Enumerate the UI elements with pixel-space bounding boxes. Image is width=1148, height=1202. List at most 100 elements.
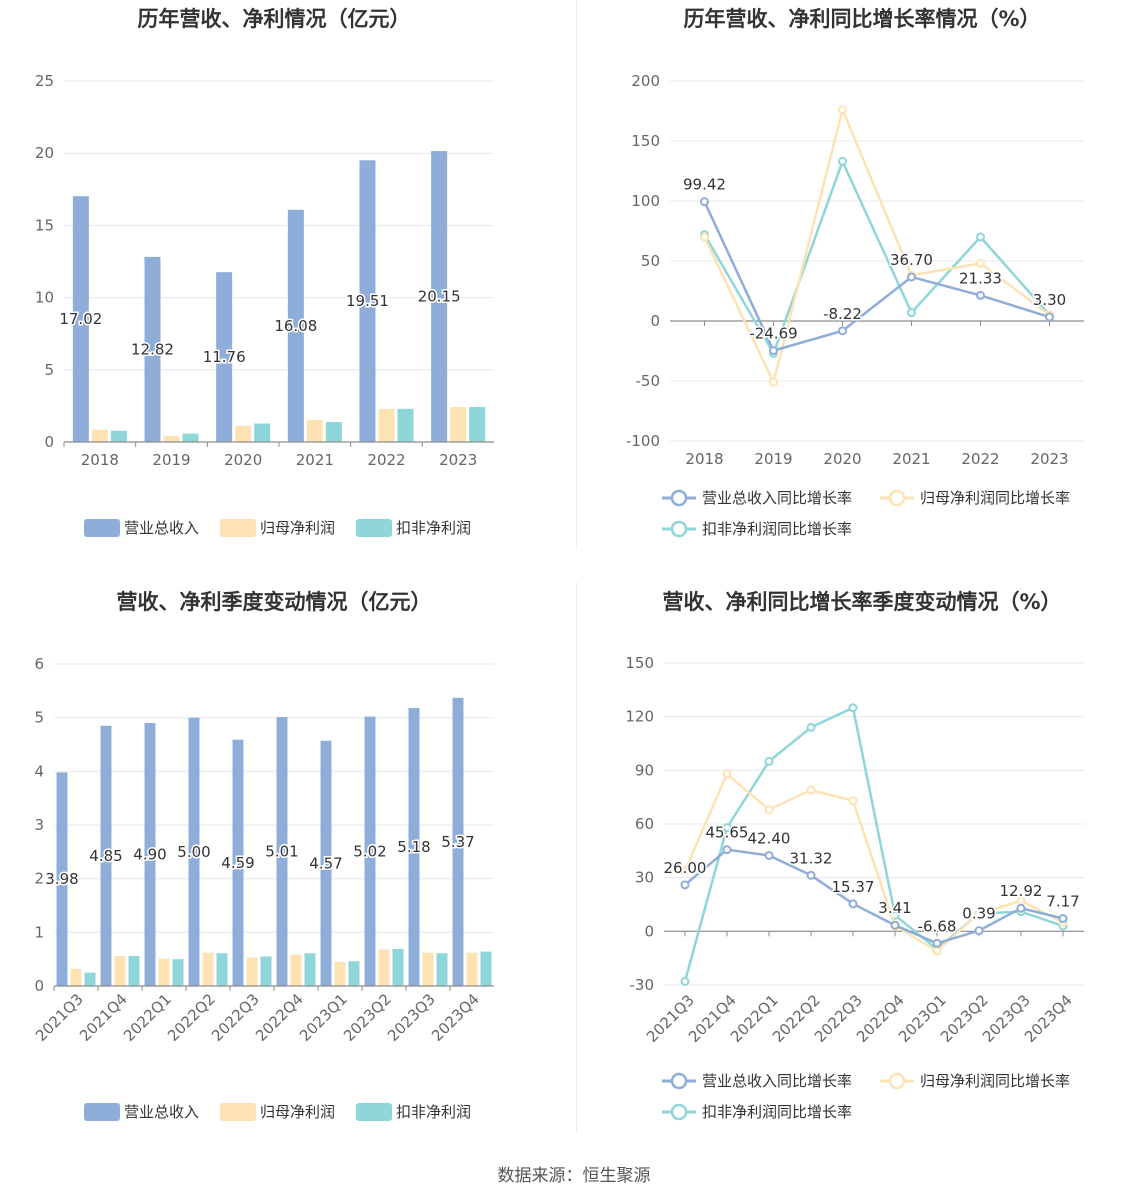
y-tick-label: 0	[644, 922, 654, 940]
bar	[254, 423, 271, 442]
x-tick-label: 2021	[296, 451, 334, 469]
legend-marker	[670, 1072, 688, 1090]
bar	[72, 196, 89, 442]
quarterly-values-chart: 营收、净利季度变动情况（亿元） 0 1 2 3 4 5 6 2021Q3 2021Q4 2022Q1…	[0, 580, 574, 1140]
data-point	[722, 823, 732, 833]
bar	[287, 209, 304, 442]
data-point	[806, 722, 816, 732]
point-value-label: 0.39	[962, 905, 995, 923]
bar	[260, 956, 272, 986]
legend-label: 营业总收入	[124, 1103, 199, 1121]
bar	[436, 953, 448, 986]
legend-label: 归母净利润	[260, 1103, 335, 1121]
y-tick-label: -30	[630, 976, 655, 994]
data-point	[806, 785, 816, 795]
chart-title: 营收、净利同比增长率季度变动情况（%）	[662, 590, 1061, 614]
legend-swatch	[84, 519, 120, 537]
data-point	[680, 880, 690, 890]
point-value-label: 99.42	[683, 176, 726, 194]
bar	[56, 772, 68, 986]
x-tick-label: 2022Q1	[120, 990, 175, 1045]
data-point	[680, 866, 690, 876]
legend-marker	[888, 489, 906, 507]
legend-swatch	[220, 519, 256, 537]
annual-growth-svg: 历年营收、净利同比增长率情况（%） -100 -50 0 50 100 150 200 2018…	[626, 7, 1084, 538]
bar	[431, 151, 448, 442]
data-point	[890, 920, 900, 930]
x-tick-label: 2018	[81, 451, 119, 469]
data-point	[848, 899, 858, 909]
bar-value-label: 4.90	[133, 846, 166, 864]
legend-label: 归母净利润同比增长率	[920, 1072, 1070, 1090]
x-tick-label: 2022	[367, 451, 405, 469]
legend-label: 营业总收入	[124, 519, 199, 537]
bar	[452, 697, 464, 986]
data-point	[907, 272, 916, 282]
bar	[306, 420, 323, 442]
bar	[469, 407, 486, 442]
data-point	[1045, 312, 1054, 322]
bar	[334, 961, 346, 986]
bar-value-label: 20.15	[418, 288, 461, 306]
y-tick-label: 5	[44, 361, 54, 379]
data-point	[838, 326, 847, 336]
point-value-label: 21.33	[959, 269, 1002, 287]
series-line	[703, 158, 1051, 357]
bar	[91, 429, 108, 442]
bar	[480, 951, 492, 986]
data-point	[932, 946, 942, 956]
data-point	[700, 197, 709, 207]
bar	[304, 953, 316, 986]
data-point	[764, 756, 774, 766]
series-line	[683, 771, 1064, 953]
data-source: 数据来源：恒生聚源	[497, 1166, 651, 1186]
data-point	[974, 926, 984, 936]
data-point	[764, 805, 774, 815]
y-tick-label: 0	[44, 433, 54, 451]
y-tick-label: 5	[34, 709, 44, 727]
series-line	[683, 705, 1064, 982]
quarterly-values-svg: 营收、净利季度变动情况（亿元） 0 1 2 3 4 5 6 2021Q32021Q42022Q1…	[32, 590, 494, 1121]
data-point	[976, 258, 985, 268]
x-tick-label: 2018	[685, 450, 723, 468]
y-tick-label: 15	[35, 216, 54, 234]
point-value-label: 12.92	[1000, 882, 1043, 900]
x-tick-label: 2020	[823, 450, 861, 468]
bar-value-label: 19.51	[346, 292, 389, 310]
bar	[163, 435, 180, 442]
data-point	[907, 308, 916, 318]
legend-label: 扣非净利润	[396, 519, 471, 537]
bar	[378, 409, 395, 442]
legend-swatch	[356, 1103, 392, 1121]
bar	[466, 952, 478, 986]
bar-value-label: 3.98	[45, 870, 78, 888]
bar-value-label: 4.85	[89, 847, 122, 865]
x-tick-label: 2022	[961, 450, 999, 468]
legend-marker	[670, 1103, 688, 1121]
y-tick-label: 100	[631, 192, 660, 210]
legend-swatch	[84, 1103, 120, 1121]
bar	[216, 272, 233, 442]
data-point	[722, 845, 732, 855]
point-value-label: 3.41	[878, 899, 911, 917]
y-tick-label: 0	[34, 977, 44, 995]
point-value-label: -24.69	[749, 325, 797, 343]
legend-label: 扣非净利润同比增长率	[702, 1103, 852, 1121]
bar	[422, 952, 434, 986]
bar	[188, 717, 200, 986]
quarterly-growth-svg: 营收、净利同比增长率季度变动情况（%）-3003060901201502021Q…	[625, 590, 1084, 1121]
data-point	[764, 850, 774, 860]
legend-label: 营业总收入同比增长率	[702, 1072, 852, 1090]
data-point	[974, 908, 984, 918]
bar	[392, 948, 404, 986]
x-tick-label: 2021Q3	[32, 990, 87, 1045]
bar-value-label: 4.59	[221, 854, 254, 872]
data-point	[700, 232, 709, 242]
bar	[320, 740, 332, 986]
annual-growth-chart: 历年营收、净利同比增长率情况（%） -100 -50 0 50 100 150 200 2018…	[574, 0, 1148, 560]
bar-value-label: 4.57	[309, 854, 342, 872]
data-point	[838, 156, 847, 166]
legend-label: 营业总收入同比增长率	[702, 489, 852, 507]
bar	[144, 256, 161, 442]
bar	[450, 407, 467, 442]
